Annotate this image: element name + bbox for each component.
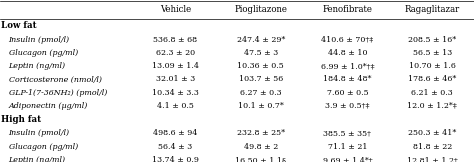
Text: 49.8 ± 2: 49.8 ± 2 (244, 143, 278, 151)
Text: 178.6 ± 46*: 178.6 ± 46* (408, 75, 456, 83)
Text: 6.27 ± 0.3: 6.27 ± 0.3 (240, 89, 282, 97)
Text: Leptin (ng/ml): Leptin (ng/ml) (9, 156, 66, 162)
Text: 10.1 ± 0.7*: 10.1 ± 0.7* (238, 102, 283, 110)
Text: 498.6 ± 94: 498.6 ± 94 (153, 129, 198, 138)
Text: 3.9 ± 0.5†‡: 3.9 ± 0.5†‡ (325, 102, 370, 110)
Text: Corticosterone (nmol/l): Corticosterone (nmol/l) (9, 75, 101, 83)
Text: Ragaglitazar: Ragaglitazar (405, 5, 460, 14)
Text: 10.70 ± 1.6: 10.70 ± 1.6 (409, 62, 456, 70)
Text: 71.1 ± 21: 71.1 ± 21 (328, 143, 367, 151)
Text: 6.21 ± 0.3: 6.21 ± 0.3 (411, 89, 453, 97)
Text: 32.01 ± 3: 32.01 ± 3 (156, 75, 195, 83)
Text: Fenofibrate: Fenofibrate (322, 5, 373, 14)
Text: High fat: High fat (1, 115, 41, 123)
Text: 44.8 ± 10: 44.8 ± 10 (328, 49, 367, 57)
Text: 385.5 ± 35†: 385.5 ± 35† (323, 129, 372, 138)
Text: 81.8 ± 22: 81.8 ± 22 (413, 143, 452, 151)
Text: 13.09 ± 1.4: 13.09 ± 1.4 (152, 62, 199, 70)
Text: GLP-1(7-36NH₂) (pmol/l): GLP-1(7-36NH₂) (pmol/l) (9, 89, 107, 97)
Text: 184.8 ± 48*: 184.8 ± 48* (323, 75, 372, 83)
Text: Low fat: Low fat (1, 21, 36, 29)
Text: 4.1 ± 0.5: 4.1 ± 0.5 (157, 102, 194, 110)
Text: Insulin (pmol/l): Insulin (pmol/l) (9, 35, 70, 44)
Text: Insulin (pmol/l): Insulin (pmol/l) (9, 129, 70, 138)
Text: 103.7 ± 56: 103.7 ± 56 (238, 75, 283, 83)
Text: 56.5 ± 13: 56.5 ± 13 (413, 49, 452, 57)
Text: Vehicle: Vehicle (160, 5, 191, 14)
Text: 12.0 ± 1.2*‡: 12.0 ± 1.2*‡ (407, 102, 457, 110)
Text: 247.4 ± 29*: 247.4 ± 29* (237, 35, 285, 44)
Text: Glucagon (pg/ml): Glucagon (pg/ml) (9, 143, 78, 151)
Text: Adiponectin (µg/ml): Adiponectin (µg/ml) (9, 102, 88, 110)
Text: Leptin (ng/ml): Leptin (ng/ml) (9, 62, 66, 70)
Text: 62.3 ± 20: 62.3 ± 20 (156, 49, 195, 57)
Text: 9.69 ± 1.4*†: 9.69 ± 1.4*† (323, 156, 372, 162)
Text: 7.60 ± 0.5: 7.60 ± 0.5 (327, 89, 368, 97)
Text: 536.8 ± 68: 536.8 ± 68 (153, 35, 198, 44)
Text: 56.4 ± 3: 56.4 ± 3 (158, 143, 192, 151)
Text: 250.3 ± 41*: 250.3 ± 41* (408, 129, 456, 138)
Text: 10.34 ± 3.3: 10.34 ± 3.3 (152, 89, 199, 97)
Text: 410.6 ± 70†‡: 410.6 ± 70†‡ (321, 35, 374, 44)
Text: 16.50 ± 1.1§: 16.50 ± 1.1§ (235, 156, 286, 162)
Text: 6.99 ± 1.0*†‡: 6.99 ± 1.0*†‡ (320, 62, 374, 70)
Text: 13.74 ± 0.9: 13.74 ± 0.9 (152, 156, 199, 162)
Text: Pioglitazone: Pioglitazone (234, 5, 287, 14)
Text: 10.36 ± 0.5: 10.36 ± 0.5 (237, 62, 284, 70)
Text: 47.5 ± 3: 47.5 ± 3 (244, 49, 278, 57)
Text: 12.81 ± 1.2†: 12.81 ± 1.2† (407, 156, 458, 162)
Text: 208.5 ± 16*: 208.5 ± 16* (408, 35, 456, 44)
Text: Glucagon (pg/ml): Glucagon (pg/ml) (9, 49, 78, 57)
Text: 232.8 ± 25*: 232.8 ± 25* (237, 129, 285, 138)
